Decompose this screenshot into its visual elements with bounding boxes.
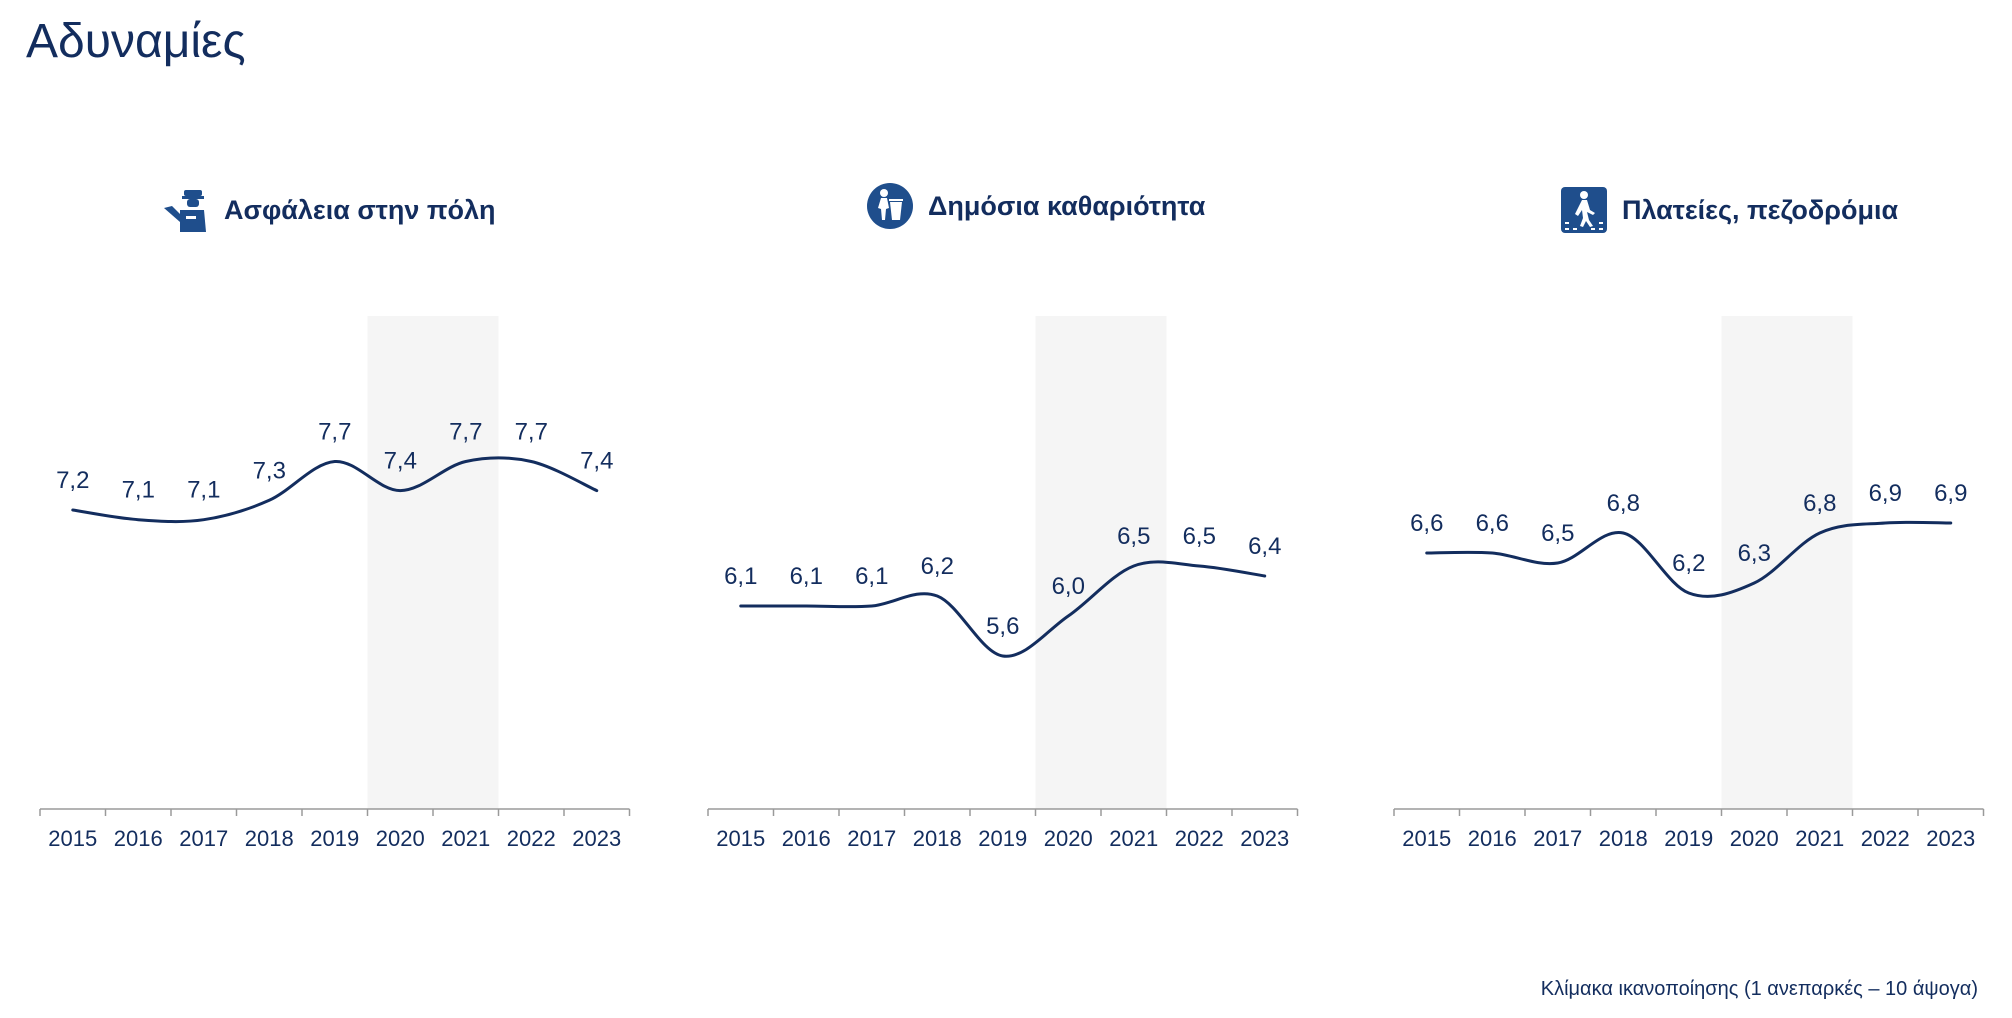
chart-title: Πλατείες, πεζοδρόμια [1622, 194, 1899, 225]
x-tick-label: 2020 [1730, 826, 1779, 851]
data-label: 6,6 [1410, 510, 1443, 537]
data-label: 6,3 [1738, 540, 1771, 567]
chart-title: Ασφάλεια στην πόλη [224, 194, 496, 225]
x-tick-label: 2015 [1402, 826, 1451, 851]
chart-header-cleanliness: Δημόσια καθαριότητα [866, 178, 1205, 234]
x-tick-label: 2023 [572, 826, 621, 851]
x-tick-label: 2016 [782, 826, 831, 851]
trash-bin-icon [867, 183, 913, 229]
data-label: 6,2 [1672, 550, 1705, 577]
data-label: 6,9 [1869, 480, 1902, 507]
x-tick-label: 2023 [1926, 826, 1975, 851]
x-tick-label: 2018 [913, 826, 962, 851]
data-label: 5,6 [986, 613, 1019, 640]
x-tick-label: 2016 [114, 826, 163, 851]
highlight-band [367, 316, 499, 809]
chart-header-safety: Ασφάλεια στην πόλη [162, 182, 496, 238]
x-tick-label: 2018 [245, 826, 294, 851]
scale-footnote: Κλίμακα ικανοποίησης (1 ανεπαρκές – 10 ά… [1540, 978, 1978, 1000]
data-label: 6,9 [1934, 480, 1967, 507]
data-label: 7,4 [580, 448, 613, 475]
data-label: 6,5 [1541, 520, 1574, 547]
x-tick-label: 2016 [1468, 826, 1517, 851]
x-tick-label: 2015 [48, 826, 97, 851]
data-label: 6,5 [1183, 523, 1216, 550]
data-label: 7,3 [253, 457, 286, 484]
x-tick-label: 2021 [1795, 826, 1844, 851]
series-line [71, 456, 599, 524]
data-label: 6,2 [921, 553, 954, 580]
data-label: 6,1 [790, 563, 823, 590]
x-tick-label: 2021 [441, 826, 490, 851]
x-tick-label: 2023 [1240, 826, 1289, 851]
data-label: 7,7 [449, 419, 482, 446]
data-label: 7,7 [318, 419, 351, 446]
highlight-band [1721, 316, 1853, 809]
data-label: 7,1 [122, 477, 155, 504]
data-label: 7,4 [384, 448, 417, 475]
data-label: 7,7 [515, 419, 548, 446]
x-tick-label: 2022 [1861, 826, 1910, 851]
police-officer-icon [164, 190, 206, 232]
x-tick-label: 2019 [1664, 826, 1713, 851]
x-tick-label: 2018 [1599, 826, 1648, 851]
data-label: 7,2 [56, 467, 89, 494]
series-line [1425, 520, 1953, 598]
x-tick-label: 2022 [507, 826, 556, 851]
data-label: 6,1 [724, 563, 757, 590]
data-label: 6,5 [1117, 523, 1150, 550]
x-tick-label: 2017 [1533, 826, 1582, 851]
x-tick-label: 2017 [179, 826, 228, 851]
data-label: 7,1 [187, 477, 220, 504]
x-tick-label: 2020 [1044, 826, 1093, 851]
x-tick-label: 2017 [847, 826, 896, 851]
data-label: 6,0 [1052, 573, 1085, 600]
x-tick-label: 2019 [978, 826, 1027, 851]
data-label: 6,4 [1248, 533, 1281, 560]
page-title: Αδυναμίες [26, 15, 246, 68]
chart-title: Δημόσια καθαριότητα [928, 190, 1206, 221]
x-tick-label: 2022 [1175, 826, 1224, 851]
series-line [739, 560, 1267, 658]
pedestrian-crossing-icon [1561, 187, 1607, 233]
x-tick-label: 2015 [716, 826, 765, 851]
data-label: 6,1 [855, 563, 888, 590]
chart-header-squares: Πλατείες, πεζοδρόμια [1560, 182, 1898, 238]
x-tick-label: 2020 [376, 826, 425, 851]
data-label: 6,8 [1607, 490, 1640, 517]
x-tick-label: 2021 [1109, 826, 1158, 851]
data-label: 6,8 [1803, 490, 1836, 517]
data-label: 6,6 [1476, 510, 1509, 537]
x-tick-label: 2019 [310, 826, 359, 851]
